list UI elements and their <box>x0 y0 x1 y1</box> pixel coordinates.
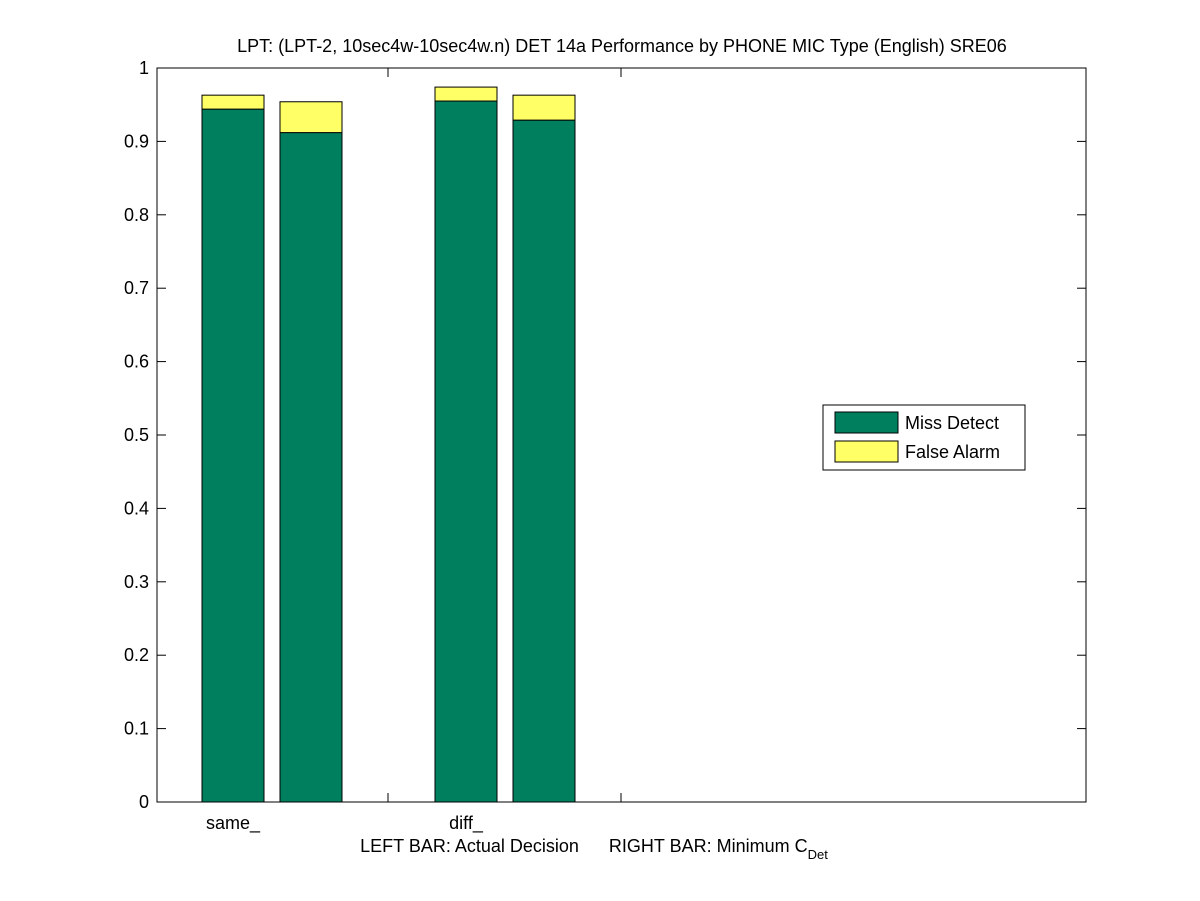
bar-miss-detect <box>512 119 576 803</box>
bar-miss-detect <box>279 132 343 803</box>
y-tick-label: 0.7 <box>124 278 149 298</box>
y-tick-label: 0 <box>139 792 149 812</box>
y-tick-label: 0.8 <box>124 205 149 225</box>
y-tick-label: 0.9 <box>124 131 149 151</box>
x-axis-label: LEFT BAR: Actual Decision RIGHT BAR: Mini… <box>360 836 828 862</box>
y-tick-label: 0.6 <box>124 352 149 372</box>
bar-false-alarm <box>279 101 343 134</box>
legend: Miss Detect False Alarm <box>822 404 1026 471</box>
bar-false-alarm <box>434 86 498 102</box>
bars <box>201 86 576 803</box>
legend-label: Miss Detect <box>905 413 999 433</box>
legend-swatch <box>834 411 899 434</box>
bar-miss-detect <box>434 100 498 803</box>
x-tick-label: diff_ <box>449 813 484 834</box>
cdet-subscript: Det <box>808 847 829 862</box>
x-tick-label: same_ <box>206 813 261 834</box>
y-tick-label: 0.2 <box>124 645 149 665</box>
legend-swatch <box>834 440 899 463</box>
y-tick-label: 1 <box>139 58 149 78</box>
legend-label: False Alarm <box>905 442 1000 462</box>
bar-false-alarm <box>512 94 576 121</box>
bar-false-alarm <box>201 94 265 110</box>
y-axis: 0 0.1 0.2 0.3 0.4 0.5 0.6 0.7 0.8 0.9 1 <box>124 58 1086 812</box>
y-tick-label: 0.3 <box>124 572 149 592</box>
x-axis: same_ diff_ <box>206 68 622 834</box>
y-tick-label: 0.1 <box>124 719 149 739</box>
y-tick-label: 0.4 <box>124 498 149 518</box>
y-tick-label: 0.5 <box>124 425 149 445</box>
chart-title: LPT: (LPT-2, 10sec4w-10sec4w.n) DET 14a … <box>237 36 1007 56</box>
bar-miss-detect <box>201 108 265 803</box>
